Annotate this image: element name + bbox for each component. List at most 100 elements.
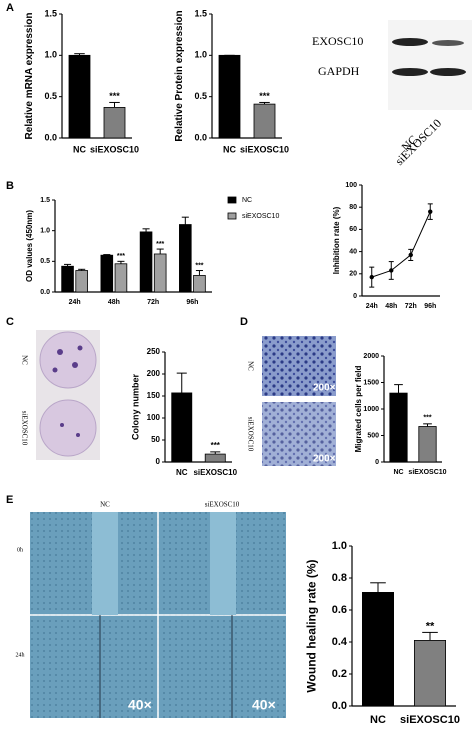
y-axis-label: Migrated cells per field xyxy=(354,366,363,453)
bar xyxy=(114,263,128,293)
bar xyxy=(413,640,446,707)
x-tick-label: NC xyxy=(73,144,86,154)
magnification: 200× xyxy=(313,383,336,394)
y-tick-label: 0.6 xyxy=(332,604,347,616)
y-tick-label: 0.5 xyxy=(44,91,57,101)
y-tick-label: 20 xyxy=(349,271,357,278)
bar xyxy=(218,54,241,139)
bar xyxy=(75,270,88,293)
significance: *** xyxy=(109,91,120,101)
bar xyxy=(103,107,126,139)
scratch xyxy=(210,512,236,615)
point xyxy=(408,252,413,258)
x-tick-label: NC xyxy=(370,714,386,726)
legend-swatch xyxy=(227,212,237,220)
y-tick-label: 80 xyxy=(349,204,357,211)
point xyxy=(428,209,433,214)
y-tick-label: 0.0 xyxy=(40,289,50,296)
y-axis-label: OD values (450nm) xyxy=(25,210,34,282)
band-label: GAPDH xyxy=(318,64,360,78)
y-tick-label: 1.0 xyxy=(194,50,207,60)
y-tick-label: 0.0 xyxy=(44,132,57,142)
y-tick-label: 0.0 xyxy=(332,700,347,712)
colony xyxy=(77,345,83,351)
bar xyxy=(153,253,167,293)
bar xyxy=(100,254,114,293)
colony xyxy=(57,349,63,355)
blot-band xyxy=(392,68,428,76)
blot-band xyxy=(392,38,428,46)
row-label: NC xyxy=(246,361,254,371)
colony xyxy=(52,367,58,373)
y-tick-label: 500 xyxy=(367,432,379,439)
y-axis-label: Relative Protein expression xyxy=(174,10,185,141)
panel-label: D xyxy=(240,316,248,328)
bar xyxy=(139,231,153,293)
y-tick-label: 60 xyxy=(349,226,357,233)
y-tick-label: 0.4 xyxy=(332,636,348,648)
bar xyxy=(204,453,226,463)
bar xyxy=(418,426,437,463)
colony xyxy=(60,423,64,427)
significance: ** xyxy=(426,620,435,632)
y-tick-label: 40 xyxy=(349,248,357,255)
y-tick-label: 250 xyxy=(147,347,161,356)
y-axis-label: Wound healing rate (%) xyxy=(305,559,319,692)
bar xyxy=(193,275,206,293)
point xyxy=(369,274,374,280)
y-tick-label: 1000 xyxy=(363,406,379,413)
y-tick-label: 0 xyxy=(375,459,379,466)
band-label: EXOSC10 xyxy=(312,34,363,48)
x-tick-label: 96h xyxy=(186,299,198,306)
row-label: 0h xyxy=(17,547,23,553)
y-tick-label: 0.5 xyxy=(40,258,50,265)
legend-swatch xyxy=(227,196,237,204)
line xyxy=(371,211,431,278)
x-tick-label: siEXOSC10 xyxy=(400,714,460,726)
row-label: siEXOSC10 xyxy=(20,411,28,446)
y-axis-label: Relative mRNA expression xyxy=(24,13,35,140)
y-tick-label: 1.5 xyxy=(194,8,207,18)
legend-label: siEXOSC10 xyxy=(242,213,279,220)
y-tick-label: 1.0 xyxy=(44,50,57,60)
significance: *** xyxy=(156,241,164,248)
bar xyxy=(68,54,91,139)
y-tick-label: 0 xyxy=(353,293,357,300)
blot-band xyxy=(430,68,466,76)
dish xyxy=(39,331,97,389)
point xyxy=(389,268,394,273)
bar xyxy=(253,103,276,139)
magnification: 40× xyxy=(128,697,152,713)
y-tick-label: 200 xyxy=(147,369,161,378)
y-tick-label: 0 xyxy=(156,457,161,466)
bar xyxy=(361,592,394,707)
significance: *** xyxy=(259,91,270,101)
panel-label: B xyxy=(6,180,14,192)
row-label: siEXOSC10 xyxy=(246,417,254,452)
scratch xyxy=(92,512,118,615)
x-tick-label: 48h xyxy=(108,299,120,306)
x-tick-label: 72h xyxy=(147,299,159,306)
y-tick-label: 100 xyxy=(345,182,357,189)
y-tick-label: 150 xyxy=(147,391,161,400)
x-tick-label: siEXOSC10 xyxy=(193,468,237,477)
y-tick-label: 0.8 xyxy=(332,572,347,584)
y-tick-label: 100 xyxy=(147,413,161,422)
x-tick-label: 72h xyxy=(405,303,417,310)
row-label: 24h xyxy=(16,652,25,658)
x-tick-label: 24h xyxy=(366,303,378,310)
panel-label: C xyxy=(6,316,14,328)
x-tick-label: NC xyxy=(223,144,236,154)
colony xyxy=(76,433,80,437)
migration-image xyxy=(262,402,336,466)
y-tick-label: 0.5 xyxy=(194,91,207,101)
y-axis-label: Inhibition rate (%) xyxy=(332,206,341,274)
y-axis-label: Colony number xyxy=(131,374,141,440)
significance: *** xyxy=(423,415,431,422)
x-tick-label: 24h xyxy=(69,299,81,306)
significance: *** xyxy=(211,441,221,450)
bar xyxy=(171,392,193,463)
migration-image xyxy=(262,336,336,396)
